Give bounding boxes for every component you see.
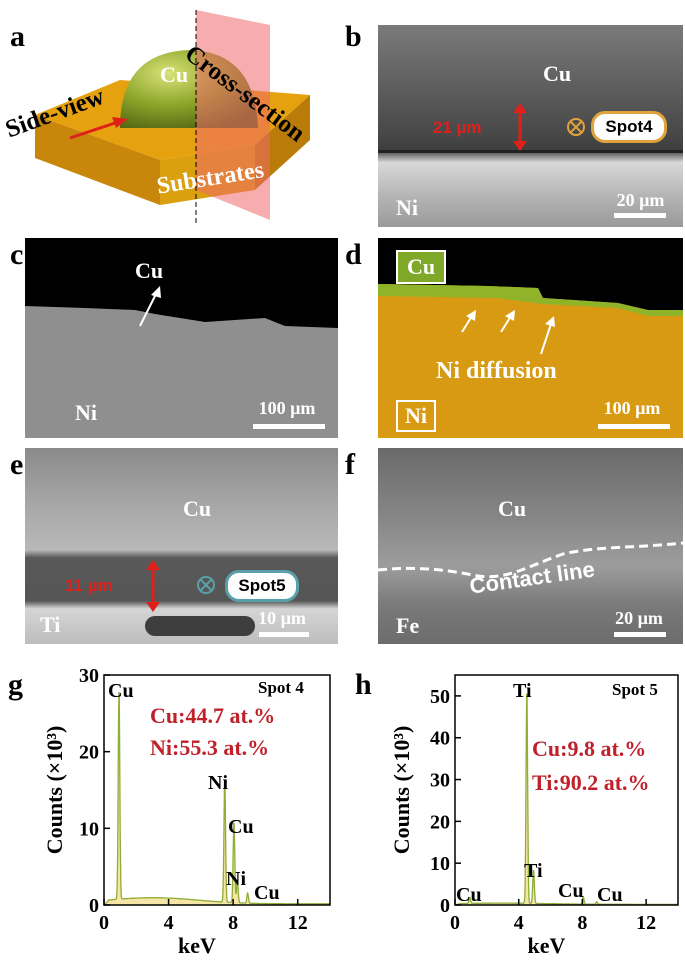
y-axis-label: Counts (×10³) — [389, 726, 414, 855]
spectrum-line — [454, 693, 678, 906]
scale-text-e: 10 µm — [258, 608, 306, 628]
y-tick-label: 20 — [79, 742, 99, 764]
eds-map-d: Cu Ni diffusion Ni 100 µm — [378, 238, 683, 438]
peak-label-cu-h1: Cu — [456, 884, 482, 906]
y-tick-label: 10 — [79, 818, 99, 840]
panel-label-b: b — [345, 20, 362, 53]
diffusion-label-d: Ni diffusion — [436, 358, 557, 384]
diffusion-arrows-d — [461, 310, 555, 355]
scale-text-c: 100 µm — [258, 398, 316, 418]
x-tick-label: 0 — [99, 912, 109, 934]
y-tick-label: 40 — [430, 728, 450, 750]
scale-text-d: 100 µm — [603, 398, 661, 418]
substrate-label-e: Ti — [40, 612, 61, 637]
spot-label-g: Spot 4 — [258, 678, 304, 697]
cu-arrow-c — [139, 286, 161, 327]
sem-image-f: Cu Contact line Fe 20 µm — [378, 448, 683, 644]
y-tick-label: 0 — [440, 895, 450, 917]
y-axis-label: Counts (×10³) — [42, 726, 67, 855]
thickness-label-b: 21 µm — [433, 118, 482, 137]
x-tick-label: 4 — [514, 912, 524, 934]
spot-label-h: Spot 5 — [612, 680, 658, 699]
cu-tag-d: Cu — [396, 250, 446, 284]
x-axis-label: keV — [528, 933, 566, 958]
plot-frame — [103, 674, 331, 906]
substrate-label-f: Fe — [396, 613, 420, 638]
scale-bar-b — [614, 213, 666, 218]
panel-label-c: c — [10, 238, 24, 271]
peak-label-ti-h1: Ti — [513, 680, 532, 702]
y-tick-label: 50 — [430, 686, 450, 708]
y-tick-label: 10 — [430, 853, 450, 875]
substrate-label-b: Ni — [396, 195, 418, 220]
x-tick-label: 8 — [577, 912, 587, 934]
panel-label-h: h — [355, 668, 372, 701]
peak-label-cu-g2: Cu — [228, 816, 254, 838]
scale-bar-c — [253, 424, 325, 429]
composition-ni-g: Ni:55.3 at.% — [150, 735, 270, 760]
scale-bar-f — [614, 632, 666, 637]
substrate-label-c: Ni — [75, 400, 97, 425]
spot-marker-b — [567, 118, 585, 136]
y-tick-label: 0 — [89, 895, 99, 917]
thickness-arrow-e — [146, 560, 160, 612]
sem-image-b: Cu 21 µm Spot4 Ni 20 µm — [378, 25, 683, 227]
composition-ti-h: Ti:90.2 at.% — [532, 770, 650, 795]
ni-tag-d: Ni — [396, 400, 436, 432]
x-tick-label: 8 — [228, 912, 238, 934]
scale-text-b: 20 µm — [616, 190, 665, 210]
peak-label-ni-g2: Ni — [226, 868, 246, 890]
peak-label-cu-h3: Cu — [597, 884, 623, 906]
substrate-side-left — [35, 115, 160, 205]
x-axis-label: keV — [178, 933, 216, 958]
spot-badge-b: Spot4 — [591, 111, 667, 143]
cu-label-b: Cu — [543, 61, 572, 86]
panel-label-e: e — [10, 448, 24, 481]
schematic-diagram — [35, 10, 310, 225]
cu-label-a: Cu — [160, 62, 189, 87]
eds-spectrum-chart-h: 0 4 8 12 0 10 20 30 40 50 keV Counts (×10³) — [389, 674, 679, 958]
cu-label-c: Cu — [135, 258, 164, 283]
eds-spectrum-chart-g: 0 4 8 12 0 10 20 30 keV Counts (×10³) — [42, 665, 331, 958]
spot-badge-e: Spot5 — [225, 570, 299, 602]
peak-label-ti-h2: Ti — [524, 860, 543, 882]
x-tick-label: 0 — [450, 912, 460, 934]
composition-cu-g: Cu:44.7 at.% — [150, 703, 276, 728]
spectrum-fill — [455, 694, 678, 905]
spot-marker-e — [197, 576, 215, 594]
cu-label-f: Cu — [498, 496, 527, 521]
peak-label-cu-g3: Cu — [254, 882, 280, 904]
plot-frame — [454, 674, 679, 906]
y-tick-label: 30 — [430, 770, 450, 792]
y-tick-label: 30 — [79, 665, 99, 687]
y-tick-label: 20 — [430, 811, 450, 833]
thickness-label-e: 11 µm — [65, 576, 113, 595]
x-tick-label: 4 — [164, 912, 174, 934]
panel-label-a: a — [10, 20, 25, 53]
scale-bar-e — [259, 632, 309, 637]
cross-section-plane — [196, 10, 270, 220]
composition-cu-h: Cu:9.8 at.% — [532, 736, 647, 761]
spectrum-line — [103, 691, 330, 906]
panel-label-f: f — [345, 448, 355, 481]
panel-label-d: d — [345, 238, 362, 271]
x-tick-label: 12 — [288, 912, 308, 934]
thickness-arrow-b — [513, 103, 527, 151]
peak-label-cu-h2: Cu — [558, 880, 584, 902]
scale-bar-d — [598, 424, 670, 429]
side-view-arrow — [69, 120, 119, 140]
sem-image-c: Cu Ni 100 µm — [25, 238, 338, 438]
cu-label-e: Cu — [183, 496, 212, 521]
sem-image-e: Cu 11 µm Spot5 Ti 10 µm — [25, 448, 338, 644]
panel-label-g: g — [8, 668, 23, 701]
peak-label-ni-g1: Ni — [208, 772, 228, 794]
x-tick-label: 12 — [636, 912, 656, 934]
peak-label-cu-g1: Cu — [108, 680, 134, 702]
scale-text-f: 20 µm — [615, 608, 663, 628]
